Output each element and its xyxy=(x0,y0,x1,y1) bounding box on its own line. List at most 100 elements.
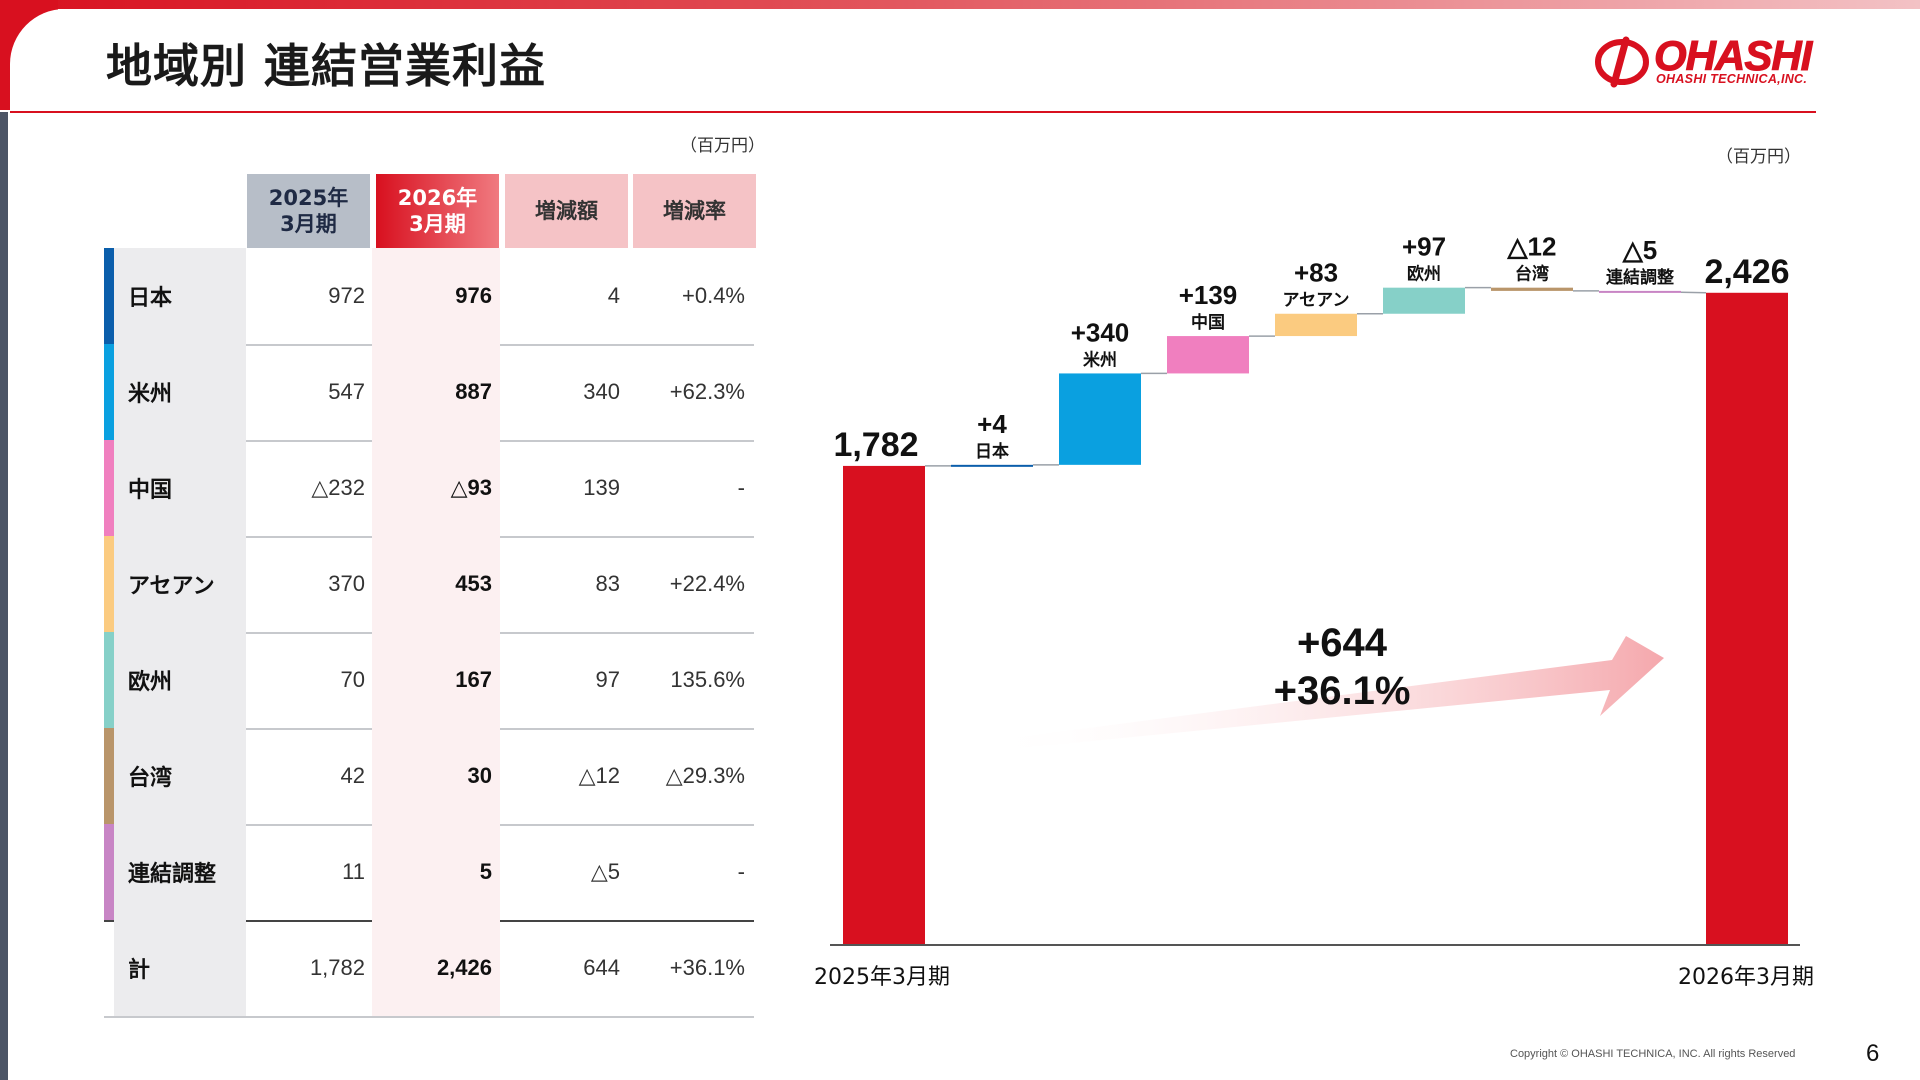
bar-step-delta-label: +139 xyxy=(1179,280,1238,310)
row-region-name: 欧州 xyxy=(114,632,246,728)
row-region-name: 米州 xyxy=(114,344,246,440)
header-rate-label: 増減率 xyxy=(663,199,726,223)
cell-fy2026: 167 xyxy=(455,667,492,692)
row-region-name: 計 xyxy=(114,920,246,1016)
row-color-marker xyxy=(104,824,114,920)
table-row: アセアン 370 453 83 +22.4% xyxy=(104,536,754,634)
bar-step xyxy=(1275,313,1357,337)
cell-fy2025: 42 xyxy=(340,763,365,788)
table-row: 中国 △232 △93 139 - xyxy=(104,440,754,538)
bar-step xyxy=(1059,373,1141,465)
bar-step xyxy=(1599,290,1681,293)
row-region-name: 日本 xyxy=(114,248,246,344)
title-divider xyxy=(10,111,1816,113)
table-header: 2025年 3月期 2026年 3月期 増減額 増減率 xyxy=(244,174,756,248)
cell-diff: 4 xyxy=(607,283,620,308)
x-label-end: 2026年3月期 xyxy=(1678,965,1814,990)
table-row: 計 1,782 2,426 644 +36.1% xyxy=(104,920,754,1018)
cell-fy2025: 11 xyxy=(342,859,365,884)
row-color-marker xyxy=(104,440,114,536)
bar-step-name-label: 日本 xyxy=(975,441,1009,462)
cell-fy2026: △93 xyxy=(450,475,492,500)
cell-fy2026: 5 xyxy=(479,859,492,884)
row-color-marker xyxy=(104,248,114,344)
header-fy2025: 2025年 3月期 xyxy=(247,174,370,248)
page-title: 地域別 連結営業利益 xyxy=(106,39,547,93)
current-year-highlight xyxy=(372,920,500,1016)
cell-fy2025: 1,782 xyxy=(309,955,365,980)
cell-rate: - xyxy=(737,859,745,884)
row-color-marker xyxy=(104,344,114,440)
current-year-highlight xyxy=(372,536,500,632)
table-row: 米州 547 887 340 +62.3% xyxy=(104,344,754,442)
cell-rate: +22.4% xyxy=(669,571,745,596)
cell-fy2025: 370 xyxy=(328,571,365,596)
bar-step-name-label: 米州 xyxy=(1083,349,1117,370)
cell-diff: 139 xyxy=(583,475,620,500)
logo-wordmark: OHASHI xyxy=(1653,32,1812,79)
connector-line xyxy=(1680,291,1707,294)
cell-diff: △5 xyxy=(590,859,620,884)
bar-step-delta-label: △5 xyxy=(1622,235,1657,265)
cell-fy2025: 70 xyxy=(340,667,365,692)
bar-step-name-label: 台湾 xyxy=(1515,264,1549,285)
growth-amount: +644 xyxy=(1297,621,1388,665)
table-row: 欧州 70 167 97 135.6% xyxy=(104,632,754,730)
cell-fy2026: 976 xyxy=(455,283,492,308)
cell-diff: 644 xyxy=(583,955,620,980)
header-diff-label: 増減額 xyxy=(535,199,598,223)
bar-step-delta-label: +4 xyxy=(977,409,1007,439)
row-color-marker xyxy=(104,632,114,728)
cell-fy2025: 972 xyxy=(328,283,365,308)
cell-rate: △29.3% xyxy=(665,763,745,788)
logo-mark-icon xyxy=(1595,36,1649,88)
bar-step-delta-label: △12 xyxy=(1507,232,1557,262)
cell-rate: - xyxy=(737,475,745,500)
current-year-highlight xyxy=(372,248,500,344)
row-color-marker xyxy=(104,728,114,824)
top-accent-bar xyxy=(0,0,1920,9)
cell-fy2026: 453 xyxy=(455,571,492,596)
table-row: 台湾 42 30 △12 △29.3% xyxy=(104,728,754,826)
row-color-marker xyxy=(104,536,114,632)
growth-arrow xyxy=(980,636,1664,752)
row-region-name: 中国 xyxy=(114,440,246,536)
header-diff: 増減額 xyxy=(505,174,628,248)
cell-fy2025: 547 xyxy=(328,379,365,404)
header-fy2026: 2026年 3月期 xyxy=(376,174,499,248)
cell-fy2025: △232 xyxy=(311,475,365,500)
x-label-start: 2025年3月期 xyxy=(814,965,950,990)
current-year-highlight xyxy=(372,728,500,824)
growth-rate: +36.1% xyxy=(1274,669,1411,713)
left-accent-strip xyxy=(0,112,8,1080)
bar-step xyxy=(1491,287,1573,291)
bar-step-name-label: 連結調整 xyxy=(1606,267,1674,288)
header-rate: 増減率 xyxy=(633,174,756,248)
bar-end xyxy=(1706,292,1788,945)
row-region-name: 台湾 xyxy=(114,728,246,824)
bar-start xyxy=(843,465,925,945)
cell-diff: △12 xyxy=(578,763,620,788)
bar-step xyxy=(1167,336,1249,374)
bar-step-name-label: 中国 xyxy=(1191,312,1225,333)
header-fy2025-label: 2025年 3月期 xyxy=(268,186,349,236)
bar-step-name-label: 欧州 xyxy=(1407,264,1441,285)
current-year-highlight xyxy=(372,440,500,536)
logo-subtitle: OHASHI TECHNICA,INC. xyxy=(1656,72,1808,86)
cell-diff: 97 xyxy=(595,667,620,692)
cell-diff: 83 xyxy=(595,571,620,596)
cell-rate: +36.1% xyxy=(669,955,745,980)
row-region-name: アセアン xyxy=(114,536,246,632)
current-year-highlight xyxy=(372,632,500,728)
cell-rate: +0.4% xyxy=(682,283,745,308)
bar-end-label: 2,426 xyxy=(1704,253,1789,291)
bar-step-delta-label: +97 xyxy=(1402,232,1446,262)
current-year-highlight xyxy=(372,344,500,440)
cell-fy2026: 2,426 xyxy=(436,955,492,980)
cell-fy2026: 887 xyxy=(455,379,492,404)
cell-rate: 135.6% xyxy=(670,667,745,692)
bar-step-name-label: アセアン xyxy=(1283,291,1350,311)
table-unit-label: （百万円） xyxy=(680,136,765,155)
row-region-name: 連結調整 xyxy=(114,824,246,920)
